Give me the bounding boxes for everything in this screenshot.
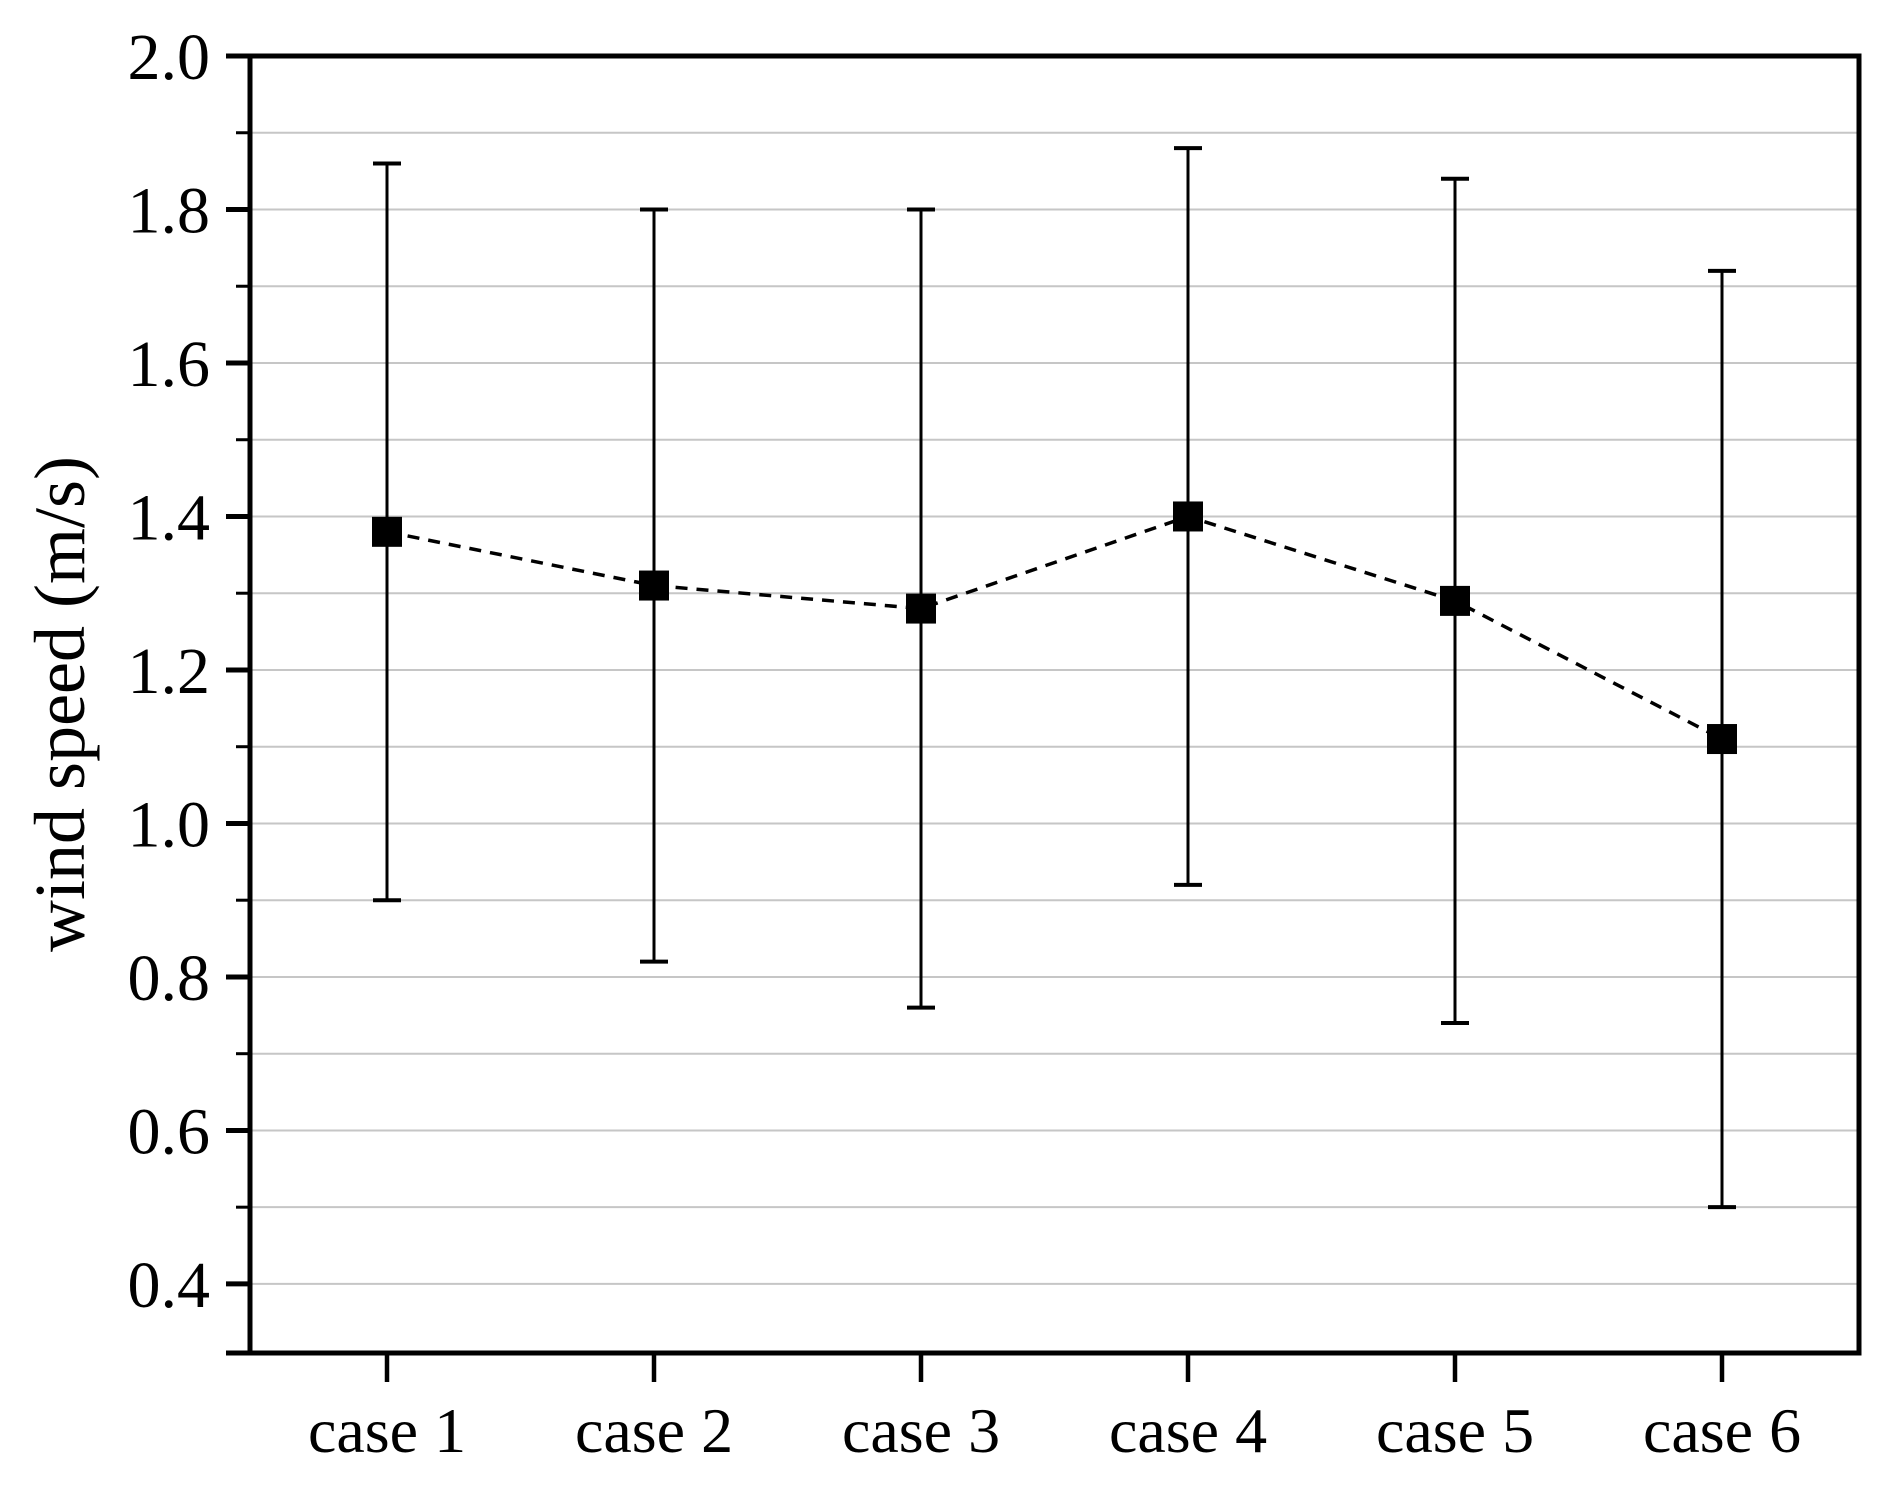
gridlines [250,131,1859,1285]
y-tick-label: 0.6 [128,1095,211,1168]
y-tick-labels: 2.0 1.8 1.6 1.4 1.2 1.0 0.8 0.6 0.4 [128,21,211,1322]
y-tick-label: 0.8 [128,942,211,1015]
data-point-case-4 [1173,501,1203,532]
data-point-case-3 [906,593,936,624]
data-point-markers [372,501,1737,755]
x-category-label-4: case 4 [1109,1395,1267,1466]
x-category-labels: case 1 case 2 case 3 case 4 case 5 case 6 [308,1395,1801,1466]
x-category-label-6: case 6 [1643,1395,1801,1466]
y-tick-label: 0.4 [128,1249,211,1322]
y-tick-label: 2.0 [128,21,211,94]
trend-line [386,514,1723,741]
axis-ticks [226,53,1725,1382]
data-point-case-2 [639,570,669,601]
y-tick-label: 1.4 [128,481,211,554]
x-category-label-5: case 5 [1376,1395,1534,1466]
y-tick-label: 1.6 [128,328,211,401]
data-point-case-5 [1440,585,1470,616]
y-tick-label: 1.8 [128,174,211,247]
y-tick-label: 1.2 [128,635,211,708]
trend-line-group [386,514,1723,741]
plot-frame [247,53,1862,1356]
x-category-label-2: case 2 [575,1395,733,1466]
x-category-label-3: case 3 [842,1395,1000,1466]
data-point-case-1 [372,516,402,547]
plot-frame-border [247,53,1862,1356]
x-category-label-1: case 1 [308,1395,466,1466]
y-axis-title: wind speed (m/s) [20,456,100,952]
error-bars [373,146,1736,1210]
data-point-case-6 [1707,724,1737,755]
y-tick-label: 1.0 [128,788,211,861]
